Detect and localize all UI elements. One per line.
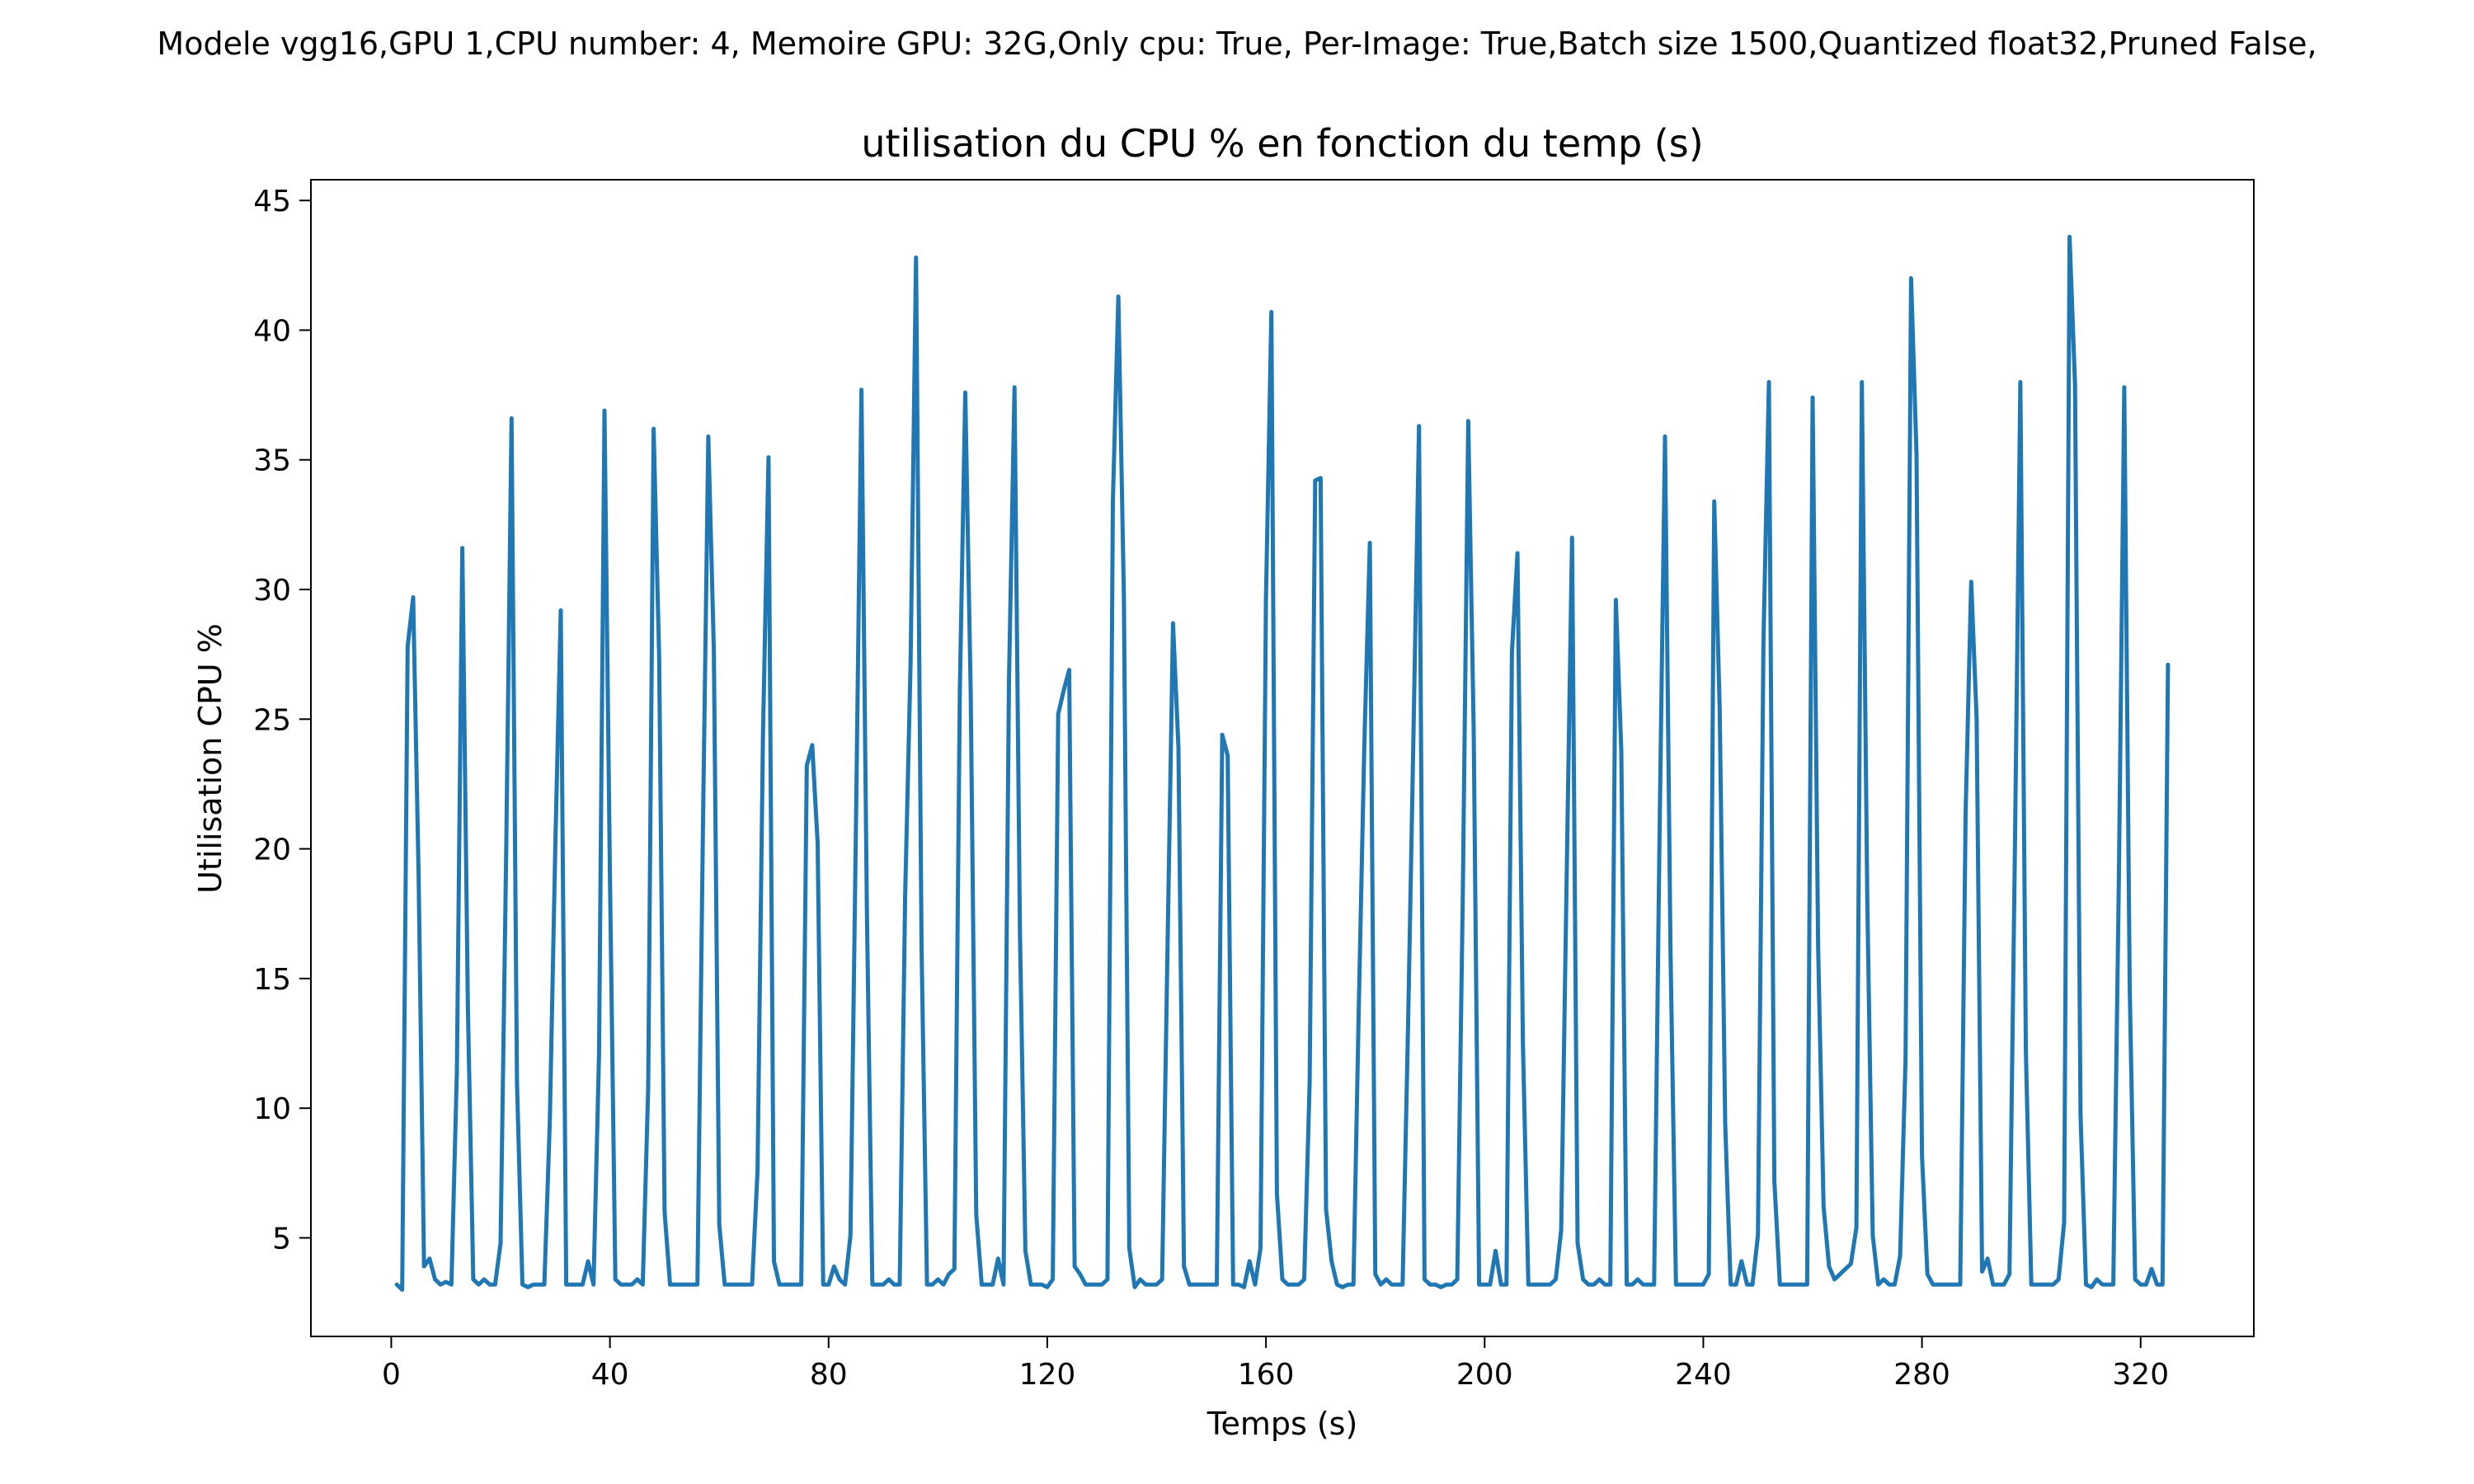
y-axis-ticks: 5 10 15 20 25 30 35 40 45 [253, 185, 311, 1256]
x-tick-label: 0 [382, 1358, 401, 1392]
y-tick-label: 40 [253, 314, 291, 348]
plot-area: 0 40 80 120 160 200 240 280 320 5 10 15 20 25 30 35 40 4… [253, 179, 2255, 1392]
y-tick-label: 45 [253, 185, 291, 218]
y-tick-label: 30 [253, 574, 291, 608]
x-axis-ticks: 0 40 80 120 160 200 240 280 320 [382, 1336, 2169, 1392]
y-tick-label: 5 [272, 1222, 291, 1256]
y-tick-label: 10 [253, 1092, 291, 1126]
x-tick-label: 320 [2112, 1358, 2169, 1392]
figure-suptitle: Modele vgg16,GPU 1,CPU number: 4, Memoir… [157, 26, 2316, 62]
chart-title: utilisation du CPU % en fonction du temp… [861, 121, 1703, 166]
x-tick-label: 280 [1893, 1358, 1950, 1392]
x-tick-label: 240 [1675, 1358, 1732, 1392]
y-tick-label: 35 [253, 444, 291, 478]
axes-frame [310, 179, 2255, 1337]
x-axis-label: Temps (s) [1206, 1406, 1358, 1442]
x-tick-label: 80 [810, 1358, 848, 1392]
y-tick-label: 15 [253, 963, 291, 997]
y-axis-label: Utilisation CPU % [192, 623, 228, 894]
y-tick-label: 25 [253, 703, 291, 737]
x-tick-label: 200 [1456, 1358, 1513, 1392]
y-tick-label: 20 [253, 834, 291, 867]
x-tick-label: 160 [1238, 1358, 1295, 1392]
cpu-usage-line [394, 234, 2171, 1292]
x-tick-label: 40 [591, 1358, 629, 1392]
x-tick-label: 120 [1019, 1358, 1076, 1392]
